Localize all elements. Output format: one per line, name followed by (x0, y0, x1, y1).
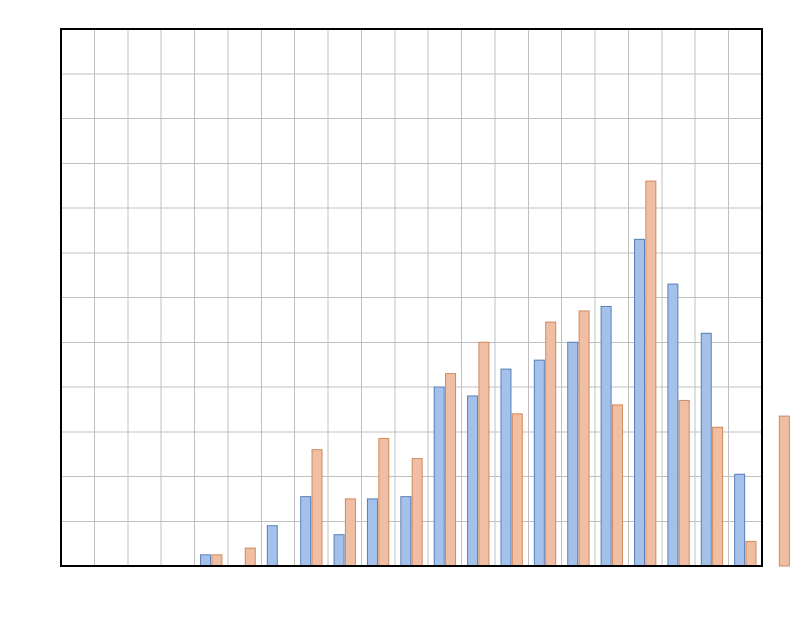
bar-series-b-15 (579, 311, 589, 566)
bar-series-b-16 (612, 405, 622, 566)
bar-series-a-14 (534, 360, 544, 566)
bar-series-a-9 (367, 499, 377, 566)
bar-series-a-11 (434, 387, 444, 566)
bar-series-b-20 (746, 541, 756, 566)
bar-series-b-5 (245, 548, 255, 566)
bar-series-a-6 (267, 526, 277, 566)
bar-series-a-10 (401, 497, 411, 566)
bar-series-b-12 (479, 342, 489, 566)
bar-series-a-4 (201, 555, 211, 566)
bar-series-b-8 (345, 499, 355, 566)
bar-series-a-8 (334, 535, 344, 566)
bar-series-a-16 (601, 306, 611, 566)
bar-series-a-7 (301, 497, 311, 566)
bar-series-b-21 (779, 416, 789, 566)
bar-series-b-11 (446, 374, 456, 566)
bar-series-a-17 (634, 239, 644, 566)
bar-series-b-19 (713, 427, 723, 566)
bar-series-a-19 (701, 333, 711, 566)
bar-series-a-15 (568, 342, 578, 566)
chart-svg (0, 0, 800, 628)
bar-series-b-13 (512, 414, 522, 566)
bar-series-a-12 (468, 396, 478, 566)
bar-series-a-13 (501, 369, 511, 566)
bar-series-b-18 (679, 400, 689, 566)
bar-series-a-18 (668, 284, 678, 566)
bar-series-a-20 (735, 474, 745, 566)
bar-series-b-14 (546, 322, 556, 566)
bar-series-b-9 (379, 438, 389, 566)
bar-series-b-4 (212, 555, 222, 566)
bar-series-b-7 (312, 450, 322, 566)
bar-series-b-10 (412, 459, 422, 566)
bar-series-b-17 (646, 181, 656, 566)
bar-chart (0, 0, 800, 628)
